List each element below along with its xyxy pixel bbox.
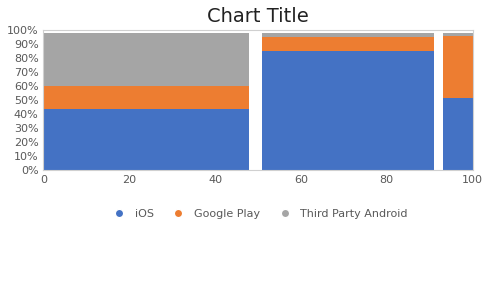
Bar: [442, 36, 472, 97]
Bar: [262, 37, 434, 51]
Bar: [442, 33, 472, 36]
Bar: [262, 51, 434, 170]
Bar: [262, 33, 434, 37]
Bar: [44, 109, 249, 170]
Legend: iOS, Google Play, Third Party Android: iOS, Google Play, Third Party Android: [104, 205, 412, 224]
Bar: [442, 97, 472, 170]
Bar: [44, 86, 249, 109]
Title: Chart Title: Chart Title: [207, 7, 309, 26]
Bar: [44, 33, 249, 86]
